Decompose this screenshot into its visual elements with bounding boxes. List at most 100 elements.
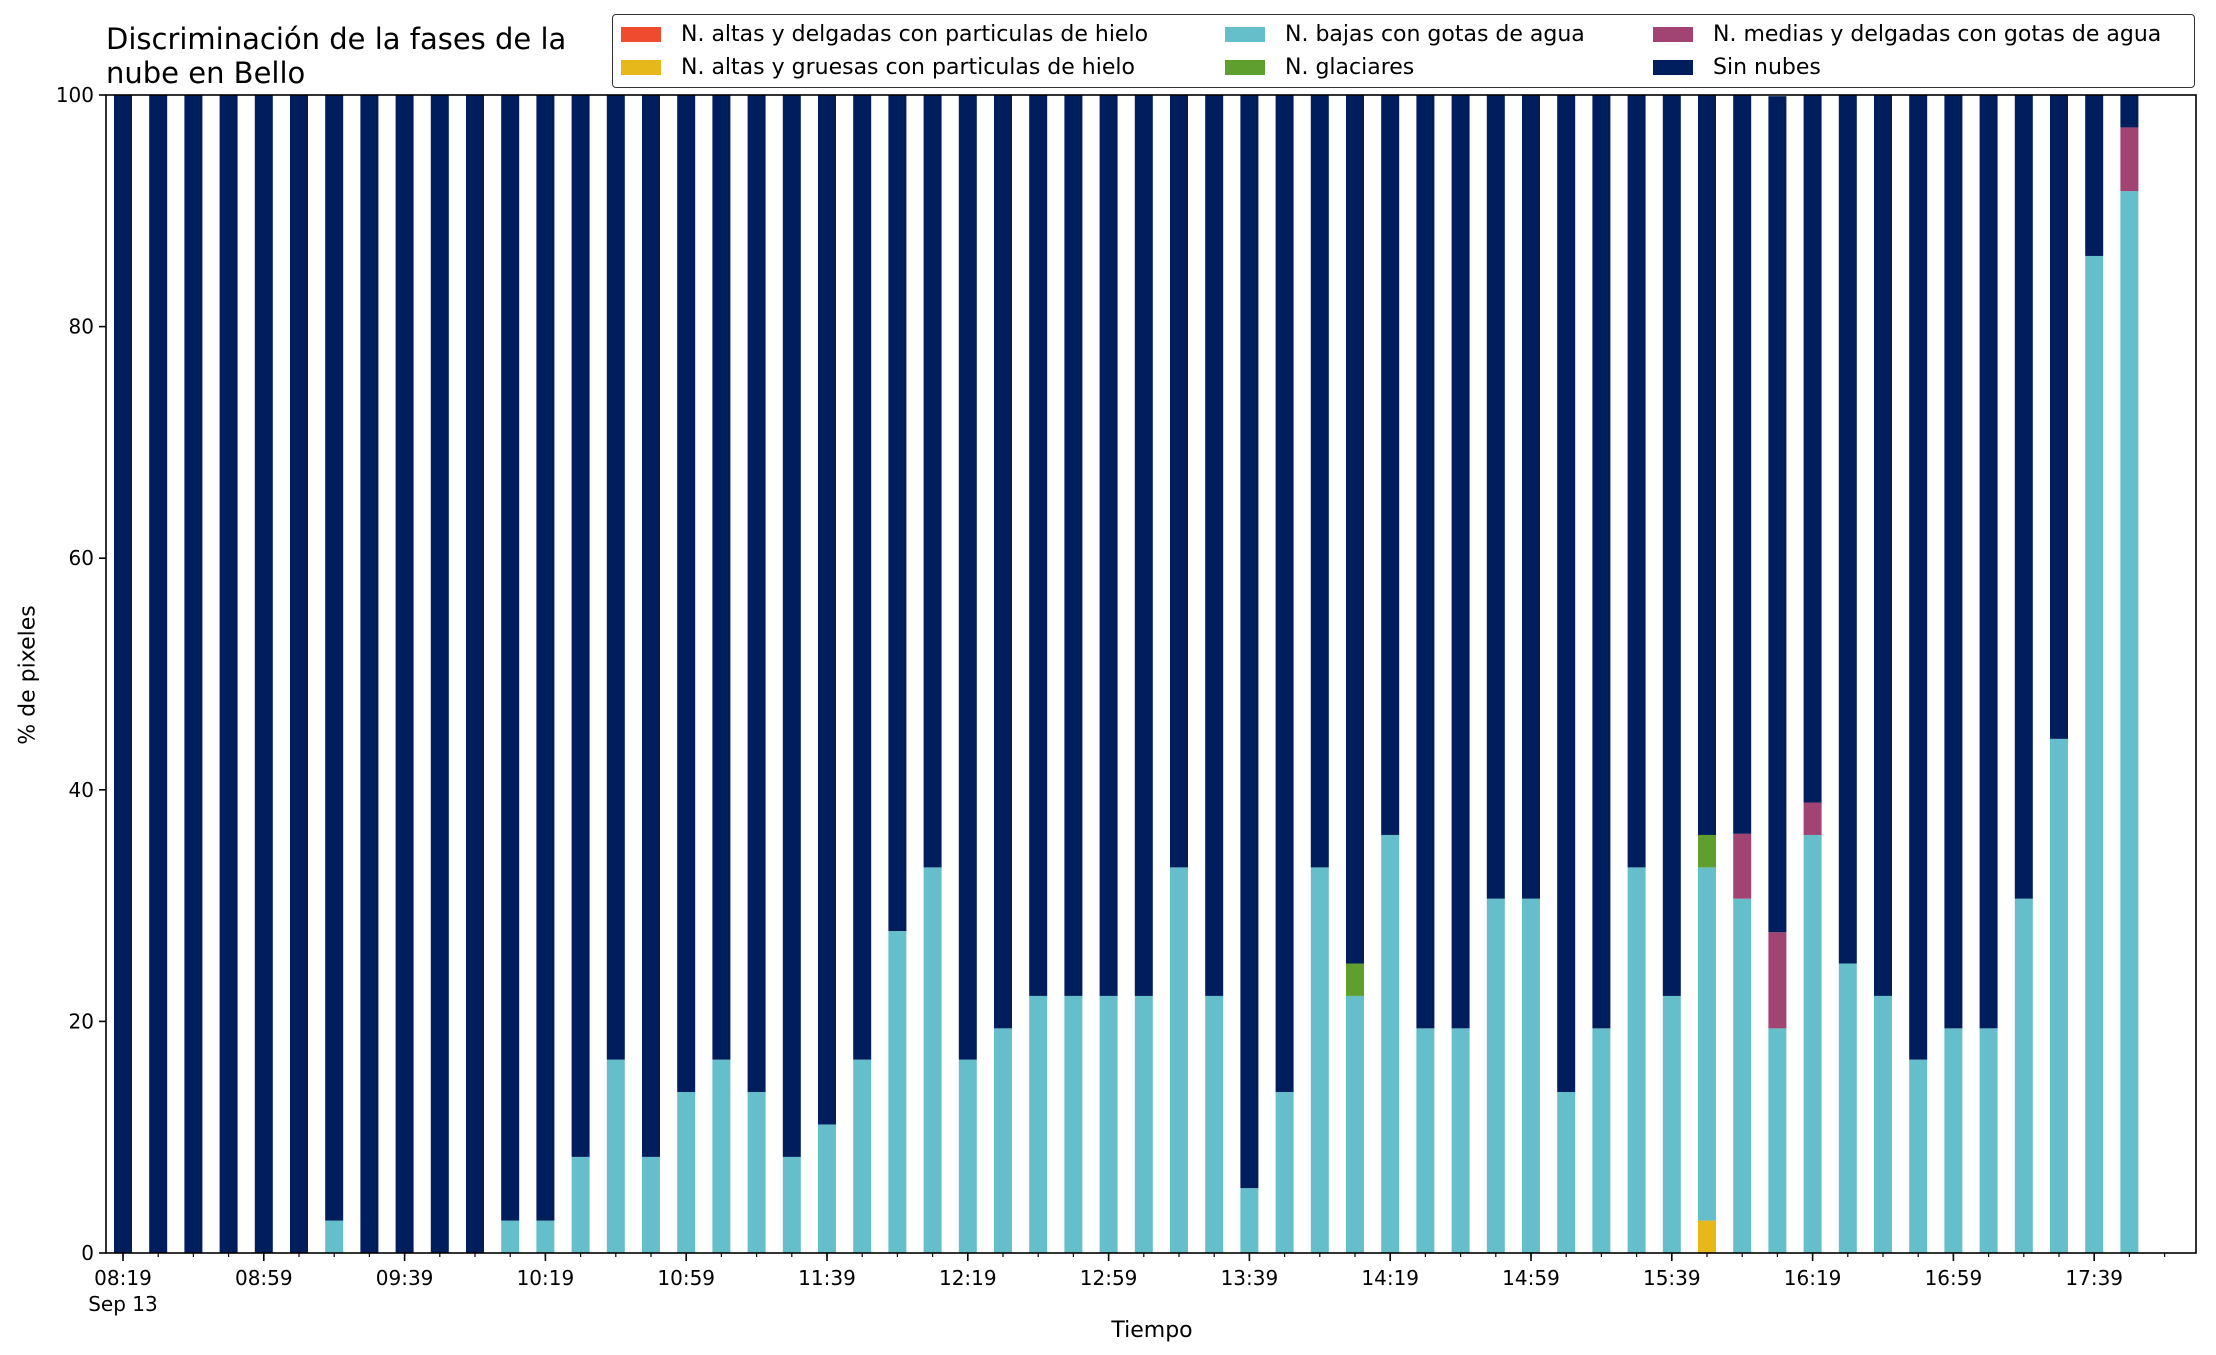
bar-segment — [1381, 834, 1400, 1253]
legend-item-altas-delgadas: N. altas y delgadas con particulas de hi… — [621, 19, 1148, 49]
bar-segment — [642, 1156, 660, 1253]
bar-segment — [1029, 995, 1048, 1253]
bar-segment — [1099, 995, 1118, 1253]
x-tick-label: 16:59 — [1925, 1266, 1983, 1290]
bar-segment — [1768, 96, 1787, 933]
legend-label: N. bajas con gotas de agua — [1285, 21, 1585, 47]
bar-segment — [2120, 127, 2139, 192]
bar-segment — [782, 1156, 801, 1253]
y-tick-label: 40 — [69, 778, 94, 802]
bar-segment — [536, 95, 555, 1221]
bar-segment — [1205, 95, 1224, 996]
bar-segment — [149, 95, 168, 1253]
bar-segment — [536, 1220, 555, 1253]
legend-label: Sin nubes — [1713, 54, 1821, 80]
bar-segment — [2050, 738, 2068, 1253]
bar-segment — [1310, 95, 1329, 868]
bar-segment — [501, 1220, 520, 1253]
x-tick-label: 08:19 — [94, 1266, 152, 1290]
bar-segment — [1662, 95, 1681, 996]
x-axis-label: Tiempo — [1111, 1318, 1193, 1343]
bar-segment — [1064, 995, 1083, 1253]
x-tick-label: 13:39 — [1221, 1266, 1279, 1290]
bar-segment — [1451, 1028, 1470, 1253]
bar-segment — [2085, 95, 2104, 256]
bar-segment — [1064, 95, 1083, 996]
legend-item-medias-delgadas: N. medias y delgadas con gotas de agua — [1653, 19, 2161, 49]
legend-swatch — [621, 59, 661, 75]
bar-segment — [606, 95, 625, 1060]
y-axis-label: % de pixeles — [15, 605, 41, 745]
bar-segment — [1874, 995, 1892, 1253]
chart-title-line-1: Discriminación de la fases de la — [106, 22, 567, 56]
x-tick-label: 16:19 — [1784, 1266, 1842, 1290]
bar-segment — [1416, 95, 1435, 1029]
bar-segment — [1838, 95, 1857, 964]
y-tick-label: 100 — [56, 83, 94, 107]
bar-segment — [712, 1059, 731, 1253]
bar-segment — [1698, 867, 1716, 1221]
bar-segment — [958, 1059, 977, 1253]
bar-segment — [1662, 995, 1681, 1253]
bar-segment — [1592, 1028, 1611, 1253]
bar-segment — [1768, 1028, 1787, 1253]
legend-item-glaciares: N. glaciares — [1225, 52, 1414, 82]
bar-segment — [958, 95, 977, 1060]
x-tick-label: 12:19 — [939, 1266, 997, 1290]
bar-segment — [888, 931, 907, 1253]
bar-segment — [1486, 95, 1505, 899]
bar-segment — [1944, 1028, 1963, 1253]
legend-swatch — [1225, 59, 1265, 75]
x-tick-label: 15:39 — [1643, 1266, 1701, 1290]
legend-label: N. glaciares — [1285, 54, 1415, 80]
bar-segment — [1240, 1188, 1259, 1253]
bar-segment — [1346, 963, 1364, 996]
x-tick-label: 10:19 — [517, 1266, 575, 1290]
bar-segment — [1522, 95, 1540, 899]
chart-title-line-2: nube en Bello — [106, 56, 306, 90]
bar-segment — [1803, 95, 1822, 803]
legend-label: N. altas y delgadas con particulas de hi… — [681, 21, 1149, 47]
bar-segment — [1134, 995, 1153, 1253]
bar-segment — [1205, 995, 1224, 1253]
bar-segment — [1381, 95, 1400, 835]
bar-segment — [1451, 95, 1470, 1029]
bar-segment — [782, 95, 801, 1157]
bar-segment — [818, 1124, 836, 1253]
bar-segment — [395, 95, 414, 1253]
legend-label: N. medias y delgadas con gotas de agua — [1713, 21, 2162, 47]
x-tick-label: 14:19 — [1361, 1266, 1419, 1290]
x-tick-label: Sep 13 — [88, 1292, 158, 1316]
legend-item-sin-nubes: Sin nubes — [1653, 52, 1821, 82]
bar-segment — [1803, 834, 1822, 1253]
bar-segment — [1275, 1092, 1294, 1253]
x-tick-label: 10:59 — [657, 1266, 715, 1290]
y-axis: 0 20 40 60 80 100 — [56, 83, 106, 1265]
x-tick-label: 17:39 — [2065, 1266, 2123, 1290]
bar-segment — [2014, 95, 2033, 899]
bar-segment — [994, 95, 1012, 1029]
bar-segment — [114, 95, 132, 1253]
bar-segment — [254, 95, 273, 1253]
y-tick-label: 60 — [69, 546, 94, 570]
legend-item-bajas-gotas: N. bajas con gotas de agua — [1225, 19, 1585, 49]
bar-segment — [677, 95, 696, 1093]
bar-segment — [1627, 95, 1646, 868]
bar-segment — [1909, 95, 1928, 1060]
bar-segment — [1275, 95, 1294, 1093]
y-tick-label: 80 — [69, 315, 94, 339]
bar-segment — [853, 1059, 872, 1253]
bar-segment — [466, 95, 484, 1253]
bar-segment — [1944, 95, 1963, 1029]
bar-segment — [2085, 255, 2104, 1253]
bar-segment — [1698, 834, 1716, 868]
bar-segment — [325, 1220, 344, 1253]
bar-segment — [1346, 95, 1364, 964]
bar-segment — [677, 1092, 696, 1253]
bar-segment — [712, 95, 731, 1060]
bar-segment — [1803, 802, 1822, 835]
bar-segment — [1099, 95, 1118, 996]
bar-segment — [2120, 191, 2139, 1254]
